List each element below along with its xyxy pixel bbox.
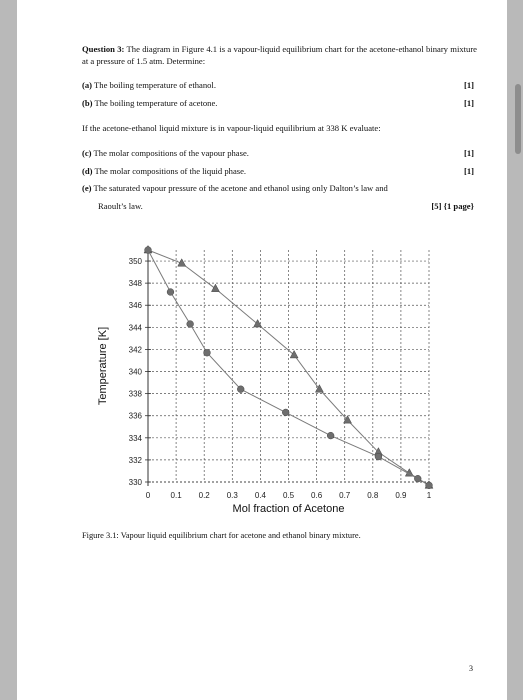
y-axis-title: Temperature [K] [97, 327, 109, 405]
circle-point [237, 385, 245, 393]
triangle-point [211, 283, 220, 292]
page-number: 3 [469, 664, 473, 673]
y-tick-label: 338 [129, 390, 143, 399]
circle-point [414, 475, 422, 483]
y-tick-label: 336 [129, 412, 143, 421]
x-axis-title: Mol fraction of Acetone [233, 503, 345, 515]
triangle-point [177, 258, 187, 267]
x-tick-label: 0.3 [227, 491, 239, 500]
part-b-label: (b) [82, 98, 93, 108]
chart-labels: 330 332 334 336 338 340 342 344 346 348 350 0 0.1 0.2… [97, 257, 432, 515]
y-tick-label: 348 [129, 279, 143, 288]
circle-point [144, 246, 152, 254]
part-d-text: The molar compositions of the liquid pha… [94, 166, 247, 176]
y-tick-label: 344 [129, 323, 143, 332]
bubble-point-line [147, 249, 430, 486]
question-text: The diagram in Figure 4.1 is a vapour-li… [82, 44, 477, 66]
y-tick-label: 350 [129, 257, 143, 266]
x-tick-label: 0.2 [199, 491, 211, 500]
part-c: (c) The molar compositions of the vapour… [82, 148, 474, 158]
part-a-label: (a) [82, 80, 93, 90]
circle-point [425, 481, 433, 489]
x-tick-label: 0.6 [311, 491, 323, 500]
triangle-point [343, 415, 352, 424]
part-c-marks: [1] [463, 148, 474, 158]
document-page: Question 3: The diagram in Figure 4.1 is… [17, 0, 507, 700]
part-e-text-line1: The saturated vapour pressure of the ace… [93, 183, 388, 193]
question-intro: Question 3: The diagram in Figure 4.1 is… [82, 44, 477, 67]
part-b-text: The boiling temperature of acetone. [94, 98, 218, 108]
chart-grid [148, 250, 430, 483]
y-tick-label: 332 [129, 456, 143, 465]
circle-point [203, 349, 211, 357]
figure-caption: Figure 3.1: Vapour liquid equilibrium ch… [82, 531, 361, 540]
x-tick-label: 0.9 [395, 491, 407, 500]
part-e-marks: [5] {1 page} [431, 201, 474, 211]
part-b: (b) The boiling temperature of acetone. … [82, 98, 474, 108]
part-b-marks: [1] [463, 98, 474, 108]
chart-series [143, 244, 434, 489]
triangle-point [314, 384, 324, 393]
chart-axes [145, 246, 429, 486]
part-e-line2: Raoult’s law. [5] {1 page} [82, 201, 474, 211]
vle-chart: 330 332 334 336 338 340 342 344 346 348 350 0 0.1 0.2… [97, 244, 434, 515]
circle-point [374, 452, 383, 461]
circle-point [166, 288, 175, 296]
part-e-text-line2: Raoult’s law. [98, 201, 143, 211]
scrollbar-thumb[interactable] [515, 84, 521, 154]
x-tick-label: 1 [427, 491, 432, 500]
part-a-marks: [1] [463, 80, 474, 90]
part-d: (d) The molar compositions of the liquid… [82, 166, 474, 176]
part-c-text: The molar compositions of the vapour pha… [93, 148, 249, 158]
y-tick-label: 342 [129, 345, 143, 354]
part-d-marks: [1] [463, 166, 474, 176]
part-a: (a) The boiling temperature of ethanol. … [82, 80, 474, 90]
x-tick-label: 0.8 [367, 491, 379, 500]
part-e-label: (e) [82, 183, 92, 193]
circle-point [282, 408, 290, 417]
y-tick-label: 340 [129, 368, 143, 377]
circle-point [327, 431, 335, 440]
part-e: (e) The saturated vapour pressure of the… [82, 183, 474, 193]
circle-point [186, 320, 194, 328]
part-d-label: (d) [82, 166, 93, 176]
part-a-text: The boiling temperature of ethanol. [94, 80, 216, 90]
x-tick-label: 0 [146, 491, 151, 500]
question-label: Question 3: [82, 44, 125, 54]
x-tick-label: 0.4 [255, 491, 267, 500]
triangle-point [289, 349, 299, 359]
y-tick-label: 334 [129, 434, 143, 443]
part-c-label: (c) [82, 148, 92, 158]
y-tick-label: 330 [129, 478, 143, 487]
x-tick-label: 0.7 [339, 491, 351, 500]
y-tick-label: 346 [129, 301, 143, 310]
x-tick-label: 0.1 [171, 491, 183, 500]
triangle-point [253, 318, 263, 328]
condition-text: If the acetone-ethanol liquid mixture is… [82, 123, 381, 133]
x-tick-label: 0.5 [283, 491, 295, 500]
dew-point-line [147, 249, 430, 486]
